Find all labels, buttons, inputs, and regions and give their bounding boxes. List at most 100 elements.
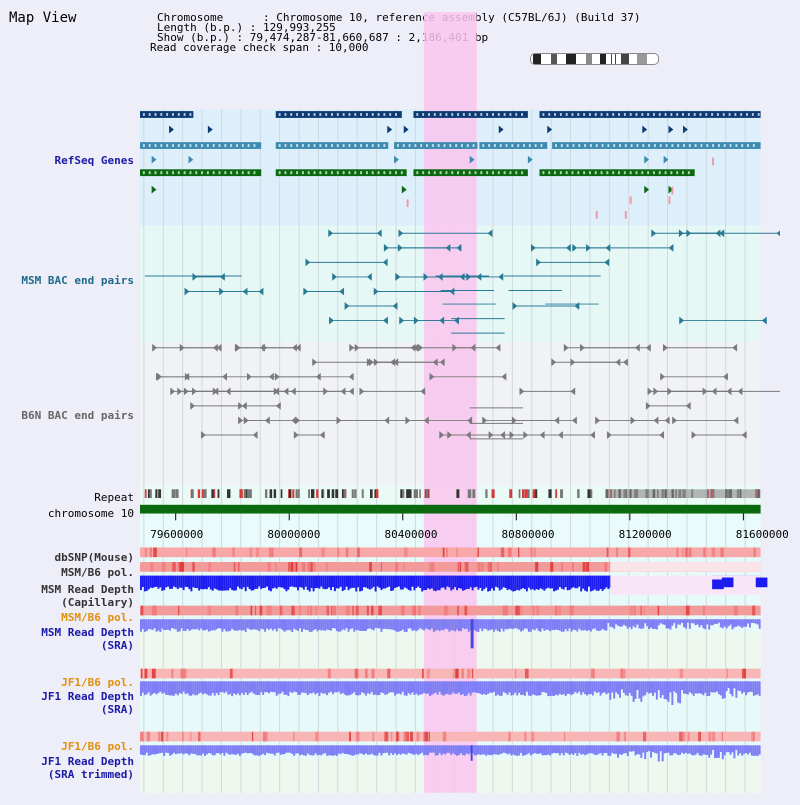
msm-sra-depth-bar: [281, 619, 284, 630]
jf1-trimmed-depth-bar: [349, 745, 352, 755]
msm-b6-pol-strip-2-snp: [640, 605, 642, 616]
genome-browser-plot[interactable]: [140, 0, 780, 805]
jf1-sra-depth-bar: [454, 681, 457, 694]
msm-sra-depth-bar: [386, 619, 389, 630]
msm-bac-pair-end: [303, 287, 309, 296]
jf1-trimmed-depth-bar: [498, 745, 501, 755]
b6n-bac-pair-end: [238, 402, 243, 410]
repeat-element: [532, 489, 536, 499]
msm-capillary-depth-bar: [242, 575, 245, 588]
msm-capillary-depth-bar: [411, 575, 414, 587]
msm-b6-pol-strip-1-snp: [208, 562, 212, 572]
gene-exon-mark: [571, 113, 574, 116]
gene-exon-mark: [224, 171, 227, 175]
jf1-sra-depth-bar: [622, 681, 625, 693]
repeat-element: [526, 489, 530, 499]
msm-read-depth-capillary-label: MSM Read Depth: [41, 583, 134, 596]
msm-sra-depth-bar: [558, 619, 561, 631]
jf1-read-depth-trimmed-label: JF1 Read Depth: [41, 755, 134, 768]
jf1-sra-depth-bar: [750, 681, 753, 692]
gene-exon-mark: [565, 171, 568, 175]
msm-sra-depth-bar: [388, 619, 391, 630]
gene-exon-mark: [172, 144, 174, 147]
gene-exon-mark: [647, 113, 650, 116]
jf1-sra-depth-bar: [496, 681, 499, 695]
jf1-trimmed-depth-bar: [330, 745, 332, 756]
gene-arrow: [469, 155, 475, 164]
gene-exon-mark: [670, 113, 673, 116]
msm-capillary-depth-bar: [450, 575, 453, 591]
gene-exon-mark: [296, 144, 299, 147]
msm-capillary-depth-bar: [300, 575, 303, 588]
jf1-trimmed-depth-bar: [549, 745, 552, 756]
jf1-sra-depth-bar: [500, 681, 503, 696]
jf1-trimmed-depth-bar: [669, 745, 672, 756]
jf1-trimmed-depth-bar: [657, 745, 660, 762]
jf1-sra-depth-bar: [238, 681, 241, 696]
msm-b6-pol-strip-1-snp: [403, 562, 405, 572]
gene-exon-mark: [290, 113, 293, 116]
b6n-bac-pair-end: [432, 358, 438, 367]
msm-bac-label[interactable]: MSM BAC end pairs: [21, 274, 134, 287]
jf1-trimmed-depth-bar: [219, 745, 222, 755]
dbsnp-strip-snp: [299, 547, 303, 558]
gene-exon-mark: [474, 113, 477, 116]
b6n-bac-pair-end: [312, 358, 318, 367]
msm-sra-depth-bar: [167, 619, 170, 630]
jf1-b6-pol-strip-2-snp: [698, 731, 702, 742]
jf1-b6-pol-strip-1-snp: [621, 668, 626, 679]
jf1-trimmed-depth-bar: [299, 745, 301, 756]
msm-capillary-depth-bar: [204, 575, 206, 589]
jf1-sra-depth-bar: [547, 681, 550, 697]
jf1-b6-pol-strip-2-snp: [424, 731, 429, 742]
jf1-trimmed-depth-bar: [500, 745, 503, 754]
axis-tick-label: 80000000: [267, 528, 321, 541]
jf1-sra-depth-bar: [626, 681, 629, 696]
jf1-trimmed-depth-bar: [558, 745, 561, 756]
msm-sra-depth-bar: [750, 619, 753, 623]
gene-exon-mark: [383, 113, 386, 116]
jf1-trimmed-depth-bar: [236, 745, 239, 754]
gene-arrow: [642, 125, 648, 134]
msm-sra-depth-bar: [240, 619, 243, 631]
refseq-genes-label[interactable]: RefSeq Genes: [54, 154, 134, 167]
msm-bac-pair-end: [536, 258, 542, 267]
msm-capillary-depth-bar: [349, 575, 352, 589]
gene-exon-mark: [377, 171, 380, 175]
jf1-b6-pol-strip-2-snp: [708, 731, 711, 742]
gene-exon-mark: [606, 171, 609, 175]
jf1-sra-depth-bar: [704, 681, 707, 693]
jf1-b6-pol-strip-2-snp: [687, 731, 690, 742]
gene-exon-mark: [505, 144, 508, 147]
msm-sra-depth-bar: [392, 619, 395, 630]
msm-sra-depth-bar: [205, 619, 208, 630]
jf1-sra-depth-bar: [335, 681, 338, 693]
msm-sra-depth-bar: [727, 619, 730, 627]
jf1-trimmed-depth-bar: [653, 745, 656, 753]
jf1-sra-depth-bar: [562, 681, 565, 695]
jf1-trimmed-depth-bar: [196, 745, 199, 756]
jf1-sra-depth-bar: [202, 681, 204, 695]
chromosome-ideogram[interactable]: [530, 53, 659, 65]
b6n-bac-pair-end: [659, 431, 665, 439]
gene-exon-mark: [693, 113, 696, 116]
msm-capillary-depth-bar: [593, 575, 596, 590]
jf1-trimmed-depth-bar: [235, 745, 237, 755]
msm-capillary-depth-bar: [568, 575, 571, 590]
jf1-sra-depth-bar: [262, 681, 265, 695]
msm-capillary-depth-bar: [537, 575, 540, 590]
jf1-sra-depth-bar: [717, 681, 720, 695]
jf1-trimmed-depth-bar: [186, 745, 189, 754]
msm-b6-pol-strip-2-snp: [555, 605, 558, 616]
gene-exon-mark: [331, 144, 333, 147]
msm-sra-depth-bar: [238, 619, 241, 630]
jf1-b6-pol-strip-1-snp: [590, 668, 595, 679]
gene-exon-mark: [482, 144, 485, 147]
jf1-sra-depth-bar: [636, 681, 639, 690]
b6n-bac-label[interactable]: B6N BAC end pairs: [21, 409, 134, 422]
gene-arrow: [207, 125, 213, 134]
jf1-sra-depth-bar: [295, 681, 298, 693]
jf1-trimmed-depth-bar: [752, 745, 755, 756]
msm-capillary-depth-bar: [225, 575, 228, 591]
gene-exon-mark: [201, 171, 204, 175]
